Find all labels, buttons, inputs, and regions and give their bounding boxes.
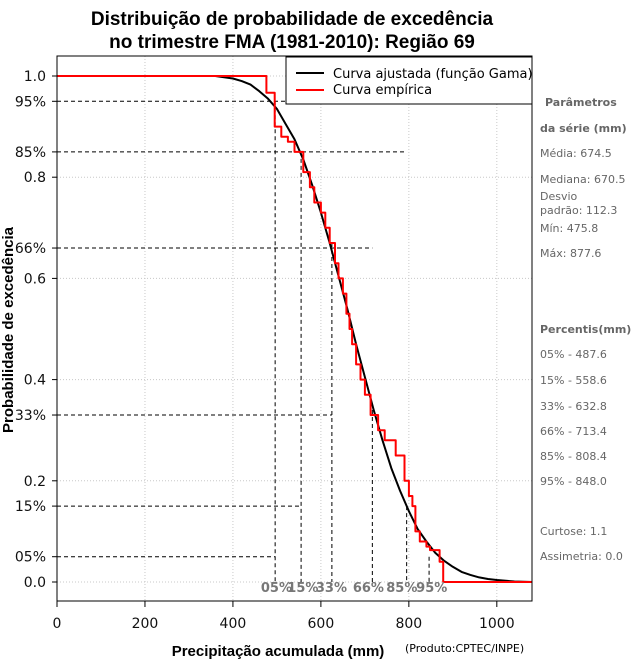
param-max: Máx: 877.6 bbox=[540, 247, 601, 260]
x-tick-label: 200 bbox=[132, 616, 159, 632]
percentile-marker-33: 33% bbox=[316, 581, 347, 596]
x-tick-label: 0 bbox=[53, 616, 62, 632]
y-tick-label: 15% bbox=[15, 499, 46, 515]
percentile-marker-15: 15% bbox=[287, 581, 318, 596]
param-min: Mín: 475.8 bbox=[540, 222, 598, 235]
x-tick-label: 600 bbox=[308, 616, 335, 632]
x-axis-label: Precipitação acumulada (mm) bbox=[172, 643, 385, 660]
params-title-line-1: Parâmetros bbox=[545, 96, 617, 109]
x-axis-ticks: 0 200 400 600 800 1000 bbox=[53, 601, 515, 632]
empirical-step-line bbox=[57, 75, 532, 583]
y-axis-label: Probabilidade de excedência bbox=[0, 226, 17, 433]
chart-title-line-2: no trimestre FMA (1981-2010): Região 69 bbox=[109, 32, 475, 53]
y-tick-label: 0.8 bbox=[24, 170, 46, 186]
x-tick-label: 1000 bbox=[479, 616, 515, 632]
stat-kurtosis: Curtose: 1.1 bbox=[540, 525, 607, 538]
chart-title-line-1: Distribuição de probabilidade de excedên… bbox=[91, 9, 494, 30]
percentil-33: 33% - 632.8 bbox=[540, 400, 607, 413]
stat-skewness: Assimetria: 0.0 bbox=[540, 550, 623, 563]
y-tick-label: 95% bbox=[15, 94, 46, 110]
parameters-panel: Parâmetros da série (mm) Média: 674.5 Me… bbox=[540, 96, 627, 260]
y-tick-label: 0.0 bbox=[24, 575, 46, 591]
y-tick-label: 66% bbox=[15, 241, 46, 257]
x-tick-label: 400 bbox=[220, 616, 247, 632]
plot-frame bbox=[56, 55, 533, 602]
percentile-marker-95: 95% bbox=[416, 581, 447, 596]
params-title-line-2: da série (mm) bbox=[540, 122, 627, 135]
product-credit: (Produto:CPTEC/INPE) bbox=[405, 642, 524, 655]
percentil-66: 66% - 713.4 bbox=[540, 425, 607, 438]
percentile-markers: 05%15%33% 66% 85%95% bbox=[261, 581, 447, 596]
param-stddev-line-1: Desvio bbox=[540, 190, 578, 203]
percentil-95: 95% - 848.0 bbox=[540, 475, 607, 488]
percentile-marker-66: 66% bbox=[353, 581, 384, 596]
gamma-fit-line bbox=[57, 75, 533, 583]
percentile-marker-85: 85% bbox=[386, 581, 417, 596]
percentil-85: 85% - 808.4 bbox=[540, 450, 607, 463]
percentil-15: 15% - 558.6 bbox=[540, 374, 607, 387]
shape-stats-panel: Curtose: 1.1 Assimetria: 0.0 bbox=[540, 525, 623, 563]
y-tick-label: 05% bbox=[15, 550, 46, 566]
legend-label-fit: Curva ajustada (função Gama) bbox=[333, 67, 533, 82]
x-tick-label: 800 bbox=[395, 616, 422, 632]
percentis-title: Percentis(mm) bbox=[540, 323, 631, 336]
param-mean: Média: 674.5 bbox=[540, 147, 612, 160]
y-tick-label: 1.0 bbox=[24, 69, 46, 85]
y-tick-label: 0.4 bbox=[24, 373, 46, 389]
percentil-05: 05% - 487.6 bbox=[540, 348, 607, 361]
legend: Curva ajustada (função Gama) Curva empír… bbox=[285, 56, 533, 105]
percentile-marker-05: 05% bbox=[261, 581, 292, 596]
param-median: Mediana: 670.5 bbox=[540, 173, 625, 186]
y-tick-label: 0.6 bbox=[24, 271, 46, 287]
param-stddev-line-2: padrão: 112.3 bbox=[540, 204, 617, 217]
legend-box bbox=[285, 56, 533, 105]
legend-label-empirical: Curva empírica bbox=[333, 83, 432, 98]
y-tick-label: 33% bbox=[15, 408, 46, 424]
y-tick-label: 85% bbox=[15, 145, 46, 161]
percentiles-panel: Percentis(mm) 05% - 487.6 15% - 558.6 33… bbox=[540, 323, 631, 488]
y-axis-ticks: 1.0 95% 85% 0.8 66% 0.6 0.4 33% 0.2 15% 05% 0.0 bbox=[15, 69, 57, 591]
percentile-guides bbox=[57, 100, 430, 582]
y-tick-label: 0.2 bbox=[24, 474, 46, 490]
series-lines bbox=[57, 75, 533, 583]
